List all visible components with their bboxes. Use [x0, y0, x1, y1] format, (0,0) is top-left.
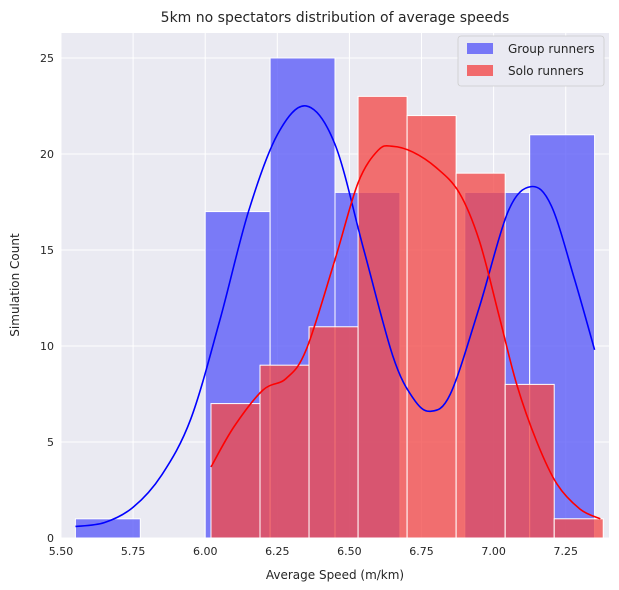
x-tick-label: 6.75	[409, 545, 434, 558]
x-tick-label: 7.00	[481, 545, 506, 558]
x-tick-label: 6.00	[193, 545, 218, 558]
y-tick-label: 0	[47, 532, 54, 545]
legend: Group runners Solo runners	[457, 35, 605, 87]
solo-bar	[259, 364, 310, 539]
solo-bar	[406, 115, 457, 539]
y-tick-label: 25	[40, 52, 54, 65]
group-kde-line	[75, 105, 596, 528]
solo-bar	[308, 326, 359, 539]
solo-kde-line	[210, 144, 601, 520]
legend-label-group: Group runners	[508, 42, 595, 56]
x-tick-label: 6.50	[337, 545, 362, 558]
solo-bar	[553, 518, 604, 539]
x-tick-label: 5.50	[49, 545, 74, 558]
histogram-bars	[74, 57, 604, 539]
chart-title: 5km no spectators distribution of averag…	[161, 10, 510, 26]
legend-label-solo: Solo runners	[508, 64, 584, 78]
x-axis-label: Average Speed (m/km)	[266, 568, 404, 582]
y-tick-label: 5	[47, 436, 54, 449]
y-axis-label: Simulation Count	[8, 233, 22, 337]
y-tick-label: 20	[40, 148, 54, 161]
x-tick-label: 7.25	[553, 545, 578, 558]
legend-swatch-group	[467, 43, 493, 54]
x-tick-label: 6.25	[265, 545, 290, 558]
x-tick-label: 5.75	[121, 545, 146, 558]
axis-ticks: 5.50 5.75 6.00 6.25 6.50 6.75 7.00 7.25 0 5 10 15 20…	[40, 52, 578, 558]
legend-swatch-solo	[467, 65, 493, 76]
group-bar	[74, 518, 141, 539]
solo-bar	[504, 383, 555, 539]
kde-curves	[75, 105, 601, 528]
y-tick-label: 15	[40, 244, 54, 257]
solo-bar	[357, 95, 408, 539]
solo-bar	[210, 403, 261, 539]
y-tick-label: 10	[40, 340, 54, 353]
legend-frame	[457, 35, 605, 87]
